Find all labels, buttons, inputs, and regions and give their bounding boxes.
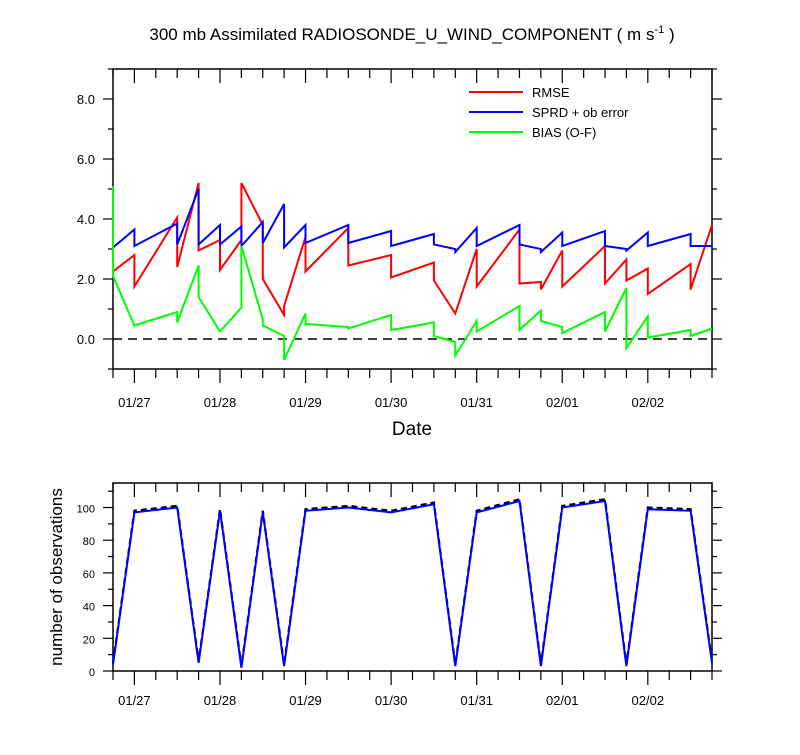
y-tick-label: 80 — [83, 536, 95, 548]
x-tick-label: 02/01 — [546, 395, 579, 410]
chart-title: 300 mb Assimilated RADIOSONDE_U_WIND_COM… — [149, 24, 674, 44]
series-line-bias-o-f — [112, 186, 713, 361]
y-tick-label: 8.0 — [77, 92, 95, 107]
y-tick-label: 6.0 — [77, 152, 95, 167]
series-line-used — [112, 499, 713, 668]
x-axis-label: Date — [392, 419, 432, 440]
top-plot-area: 0.0 2.0 4.0 6.0 8.0 01/27 01/28 01/29 01/30 01/31… — [77, 68, 722, 410]
y-tick-label: 2.0 — [77, 272, 95, 287]
x-tick-label: 01/30 — [375, 693, 408, 708]
x-tick-label: 02/02 — [632, 395, 665, 410]
y-tick-label: 4.0 — [77, 212, 95, 227]
series-line-sprd-ob-error — [112, 188, 712, 255]
x-tick-label: 01/27 — [118, 395, 151, 410]
x-tick-label: 02/02 — [632, 693, 665, 708]
y-axis-label: number of observations — [47, 488, 66, 666]
y-tick-label: 40 — [83, 602, 95, 614]
x-tick-label: 01/28 — [204, 693, 237, 708]
legend-label: BIAS (O-F) — [532, 125, 596, 140]
x-tick-label: 01/30 — [375, 395, 408, 410]
bottom-plot-area: 0 20 40 60 80 100 01/27 01/28 01/29 01/30 01/31 02/… — [77, 482, 722, 708]
x-tick-label: 01/27 — [118, 693, 151, 708]
y-tick-label: 60 — [83, 569, 95, 581]
y-tick-label: 20 — [83, 634, 95, 646]
x-tick-label: 01/29 — [289, 693, 322, 708]
legend: RMSE SPRD + ob error BIAS (O-F) — [469, 85, 629, 140]
plot-frame — [112, 482, 713, 672]
x-tick-label: 01/28 — [204, 395, 237, 410]
series-line-rmse — [112, 182, 713, 319]
y-tick-label: 100 — [77, 504, 95, 516]
x-tick-label: 02/01 — [546, 693, 579, 708]
x-tick-label: 01/29 — [289, 395, 322, 410]
x-tick-label: 01/31 — [460, 693, 493, 708]
x-tick-label: 01/31 — [460, 395, 493, 410]
legend-label: SPRD + ob error — [532, 105, 629, 120]
y-tick-label: 0.0 — [77, 332, 95, 347]
y-tick-label: 0 — [89, 667, 95, 679]
legend-label: RMSE — [532, 85, 570, 100]
